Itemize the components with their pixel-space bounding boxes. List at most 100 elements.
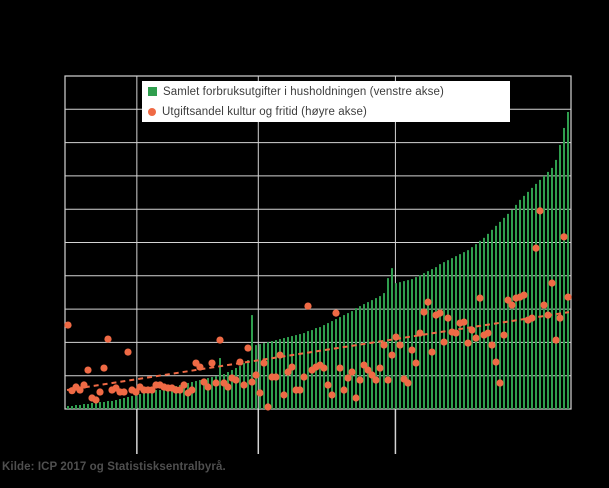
- bar: [303, 333, 305, 409]
- scatter-dot: [536, 207, 544, 215]
- bar: [403, 281, 405, 409]
- bar: [519, 199, 521, 409]
- scatter-dot: [540, 301, 548, 309]
- scatter-dot: [248, 378, 256, 386]
- trend-line: [66, 311, 570, 392]
- bar: [223, 374, 225, 409]
- scatter-dot: [348, 368, 356, 376]
- scatter-dot: [492, 358, 500, 366]
- scatter-dot: [256, 389, 264, 397]
- bar: [159, 390, 161, 409]
- scatter-dot: [288, 363, 296, 371]
- bar: [475, 244, 477, 409]
- bar: [87, 404, 89, 409]
- scatter-dot: [100, 364, 108, 372]
- bar: [439, 264, 441, 409]
- bar: [523, 195, 525, 409]
- bar: [387, 278, 389, 409]
- bar: [151, 391, 153, 409]
- bar: [215, 376, 217, 409]
- scatter-dot: [300, 373, 308, 381]
- scatter-dot: [92, 396, 100, 404]
- bar: [91, 403, 93, 409]
- scatter-dot: [296, 386, 304, 394]
- scatter-dot: [124, 348, 132, 356]
- bar: [179, 385, 181, 409]
- scatter-dot: [468, 326, 476, 334]
- scatter-dot: [236, 358, 244, 366]
- scatter-dot: [104, 335, 112, 343]
- scatter-dot: [176, 386, 184, 394]
- scatter-dot: [380, 341, 388, 349]
- bar: [515, 204, 517, 409]
- bar: [371, 300, 373, 409]
- bar: [163, 389, 165, 409]
- scatter-dot: [528, 314, 536, 322]
- bar: [299, 334, 301, 409]
- bar: [435, 267, 437, 409]
- bar: [75, 405, 77, 409]
- scatter-dot: [392, 333, 400, 341]
- scatter-dot: [356, 376, 364, 384]
- bar: [507, 213, 509, 409]
- bar: [487, 233, 489, 409]
- scatter-dot: [320, 364, 328, 372]
- legend-label-dots: Utgiftsandel kultur og fritid (høyre aks…: [162, 105, 367, 118]
- scatter-dot: [64, 321, 72, 329]
- bar: [99, 402, 101, 409]
- bar: [331, 321, 333, 409]
- bar: [175, 386, 177, 409]
- bar: [71, 406, 73, 409]
- bar: [543, 175, 545, 409]
- scatter-dot: [212, 379, 220, 387]
- bar: [267, 342, 269, 409]
- scatter-dot: [360, 361, 368, 369]
- bar: [291, 336, 293, 409]
- scatter-dot: [460, 318, 468, 326]
- scatter-dot: [416, 329, 424, 337]
- scatter-dot: [304, 302, 312, 310]
- bar: [503, 217, 505, 409]
- bar: [327, 323, 329, 409]
- bar: [355, 308, 357, 409]
- bar: [335, 319, 337, 409]
- bar: [235, 368, 237, 409]
- bar: [111, 401, 113, 409]
- bar: [347, 313, 349, 409]
- scatter-dot: [424, 298, 432, 306]
- scatter-dot: [216, 336, 224, 344]
- scatter-dot: [364, 366, 372, 374]
- scatter-dot: [496, 379, 504, 387]
- legend-label-bars: Samlet forbruksutgifter i husholdningen …: [163, 85, 444, 98]
- bar: [147, 392, 149, 409]
- scatter-dot: [464, 339, 472, 347]
- bar: [259, 344, 261, 409]
- scatter-dot: [408, 346, 416, 354]
- bar: [139, 394, 141, 409]
- bar: [363, 304, 365, 409]
- bar: [279, 339, 281, 409]
- scatter-dot: [120, 388, 128, 396]
- bar: [79, 405, 81, 409]
- bar: [239, 366, 241, 409]
- scatter-dot: [388, 351, 396, 359]
- scatter-dot: [340, 386, 348, 394]
- bar: [447, 260, 449, 409]
- scatter-dot: [352, 394, 360, 402]
- bar: [491, 229, 493, 409]
- scatter-dot: [484, 329, 492, 337]
- plot-border: [64, 75, 572, 410]
- scatter-dot: [232, 376, 240, 384]
- bar: [555, 159, 557, 409]
- bar: [199, 380, 201, 409]
- bar: [395, 283, 397, 409]
- bar: [559, 144, 561, 409]
- scatter-dot: [384, 376, 392, 384]
- bar: [379, 296, 381, 409]
- bar: [131, 396, 133, 409]
- scatter-dot: [404, 379, 412, 387]
- scatter-dot: [96, 388, 104, 396]
- scatter-dot: [188, 386, 196, 394]
- scatter-dot: [436, 309, 444, 317]
- scatter-dot: [204, 383, 212, 391]
